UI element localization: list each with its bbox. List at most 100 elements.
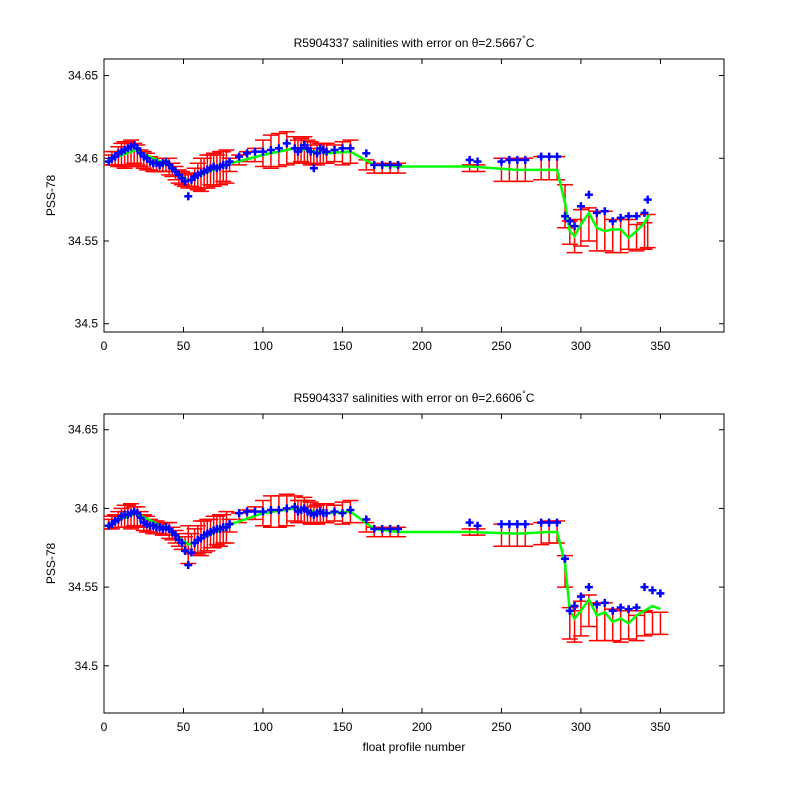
data-point [592, 208, 601, 217]
data-point [608, 606, 617, 615]
data-point [570, 601, 579, 610]
data-point [370, 524, 379, 533]
data-point [184, 561, 193, 570]
data-point [225, 520, 234, 529]
data-point [648, 586, 657, 595]
data-point [537, 518, 546, 527]
data-point [640, 583, 649, 592]
chart-title-unit: C [526, 391, 535, 405]
x-tick-label: 300 [571, 720, 591, 734]
data-point [378, 524, 387, 533]
x-tick-label: 250 [491, 720, 511, 734]
plot-marks [104, 493, 669, 643]
data-point [497, 157, 506, 166]
chart-title-degree: ° [522, 34, 526, 44]
data-point [545, 518, 554, 527]
data-point [181, 546, 190, 555]
data-point [133, 509, 142, 518]
data-point [322, 147, 331, 156]
data-point [537, 152, 546, 161]
chart-title: R5904337 salinities with error on θ=2.56… [294, 34, 535, 50]
data-point [561, 554, 570, 563]
chart-title-main: R5904337 salinities with error on θ=2.66… [294, 391, 523, 405]
data-point [521, 155, 530, 164]
data-point [338, 144, 347, 153]
chart-top: R5904337 salinities with error on θ=2.56… [44, 34, 725, 353]
chart-title-main: R5904337 salinities with error on θ=2.56… [294, 36, 523, 50]
data-point [576, 202, 585, 211]
data-point [386, 160, 395, 169]
data-point [243, 149, 252, 158]
x-tick-label: 150 [332, 339, 352, 353]
data-point [362, 515, 371, 524]
data-point [322, 509, 331, 518]
x-tick-label: 350 [650, 339, 670, 353]
data-point [386, 524, 395, 533]
chart-title-unit: C [526, 36, 535, 50]
data-point [576, 592, 585, 601]
data-point [306, 147, 315, 156]
x-tick-label: 0 [101, 720, 108, 734]
x-tick-label: 100 [253, 339, 273, 353]
y-tick-label: 34.6 [75, 501, 99, 515]
data-point [584, 583, 593, 592]
data-point [309, 164, 318, 173]
x-tick-label: 300 [571, 339, 591, 353]
y-axis-label: PSS-78 [44, 542, 58, 584]
data-point [177, 539, 186, 548]
x-tick-label: 50 [177, 339, 191, 353]
data-point [505, 155, 514, 164]
data-point [616, 213, 625, 222]
data-point [338, 509, 347, 518]
data-point [565, 606, 574, 615]
data-point [473, 157, 482, 166]
data-point [616, 603, 625, 612]
data-point [282, 504, 291, 513]
data-point [251, 147, 260, 156]
data-point [473, 521, 482, 530]
data-point [274, 505, 283, 514]
x-tick-label: 350 [650, 720, 670, 734]
data-point [274, 144, 283, 153]
data-point [394, 524, 403, 533]
data-point [608, 217, 617, 226]
x-axis-label: float profile number [363, 740, 466, 754]
chart-bottom: R5904337 salinities with error on θ=2.66… [44, 389, 725, 754]
data-point [187, 548, 196, 557]
data-point [497, 520, 506, 529]
x-tick-label: 200 [412, 339, 432, 353]
data-point [313, 149, 322, 158]
data-point [266, 146, 275, 154]
data-point [592, 600, 601, 609]
data-point [553, 152, 562, 161]
x-tick-label: 50 [177, 720, 191, 734]
data-point [346, 144, 355, 153]
data-point [184, 192, 193, 201]
y-tick-label: 34.5 [75, 317, 99, 331]
data-point [656, 589, 665, 598]
data-point [394, 160, 403, 169]
data-point [600, 207, 609, 216]
x-tick-label: 200 [412, 720, 432, 734]
data-point [346, 505, 355, 514]
data-point [565, 217, 574, 226]
plot-area-frame [103, 58, 725, 333]
y-tick-label: 34.65 [68, 69, 98, 83]
data-point [266, 505, 275, 514]
data-point [570, 222, 579, 231]
data-point [362, 149, 371, 158]
data-point [505, 520, 514, 529]
x-tick-label: 100 [253, 720, 273, 734]
error-bar [652, 611, 669, 636]
y-tick-label: 34.55 [68, 234, 98, 248]
data-point [258, 147, 267, 156]
data-point [330, 507, 339, 516]
y-tick-label: 34.55 [68, 580, 98, 594]
data-point [243, 507, 252, 516]
data-point [225, 157, 234, 166]
y-axis-label: PSS-78 [44, 174, 58, 216]
chart-title-degree: ° [522, 389, 526, 399]
x-tick-label: 150 [332, 720, 352, 734]
